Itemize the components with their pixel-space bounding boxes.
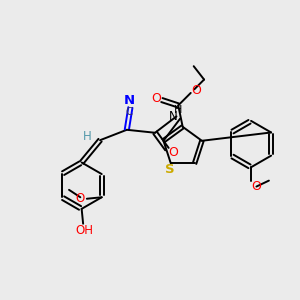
Text: O: O [251,180,261,193]
Text: O: O [169,146,178,159]
Text: O: O [76,192,85,205]
Text: O: O [191,84,201,97]
Text: S: S [164,164,174,176]
Text: N: N [124,94,135,107]
Text: O: O [151,92,161,105]
Text: OH: OH [75,224,93,237]
Text: N: N [169,110,178,123]
Text: C: C [125,107,133,117]
Text: H: H [174,106,182,116]
Text: H: H [83,130,92,143]
